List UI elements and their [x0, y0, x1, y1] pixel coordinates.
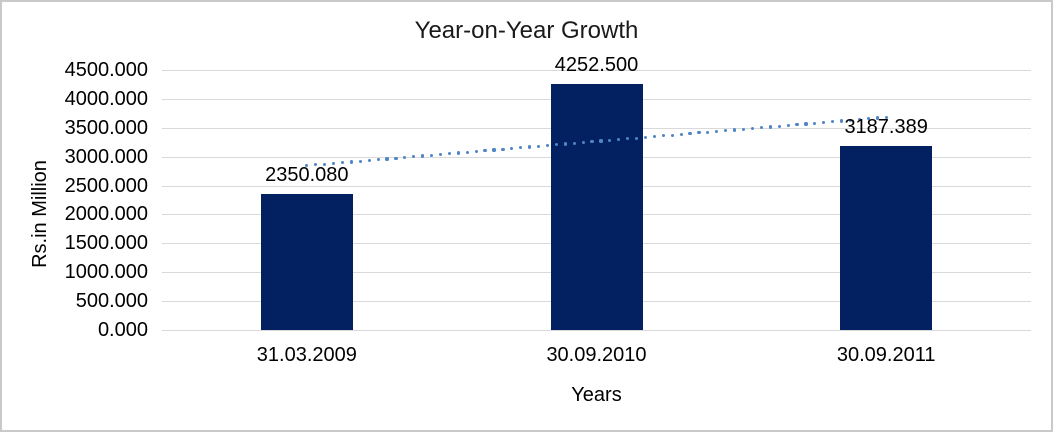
trendline-dot	[545, 143, 550, 148]
y-tick-label: 1000.000	[64, 261, 148, 284]
trendline-dot	[376, 158, 380, 162]
trendline-dot	[804, 122, 808, 126]
trendline-dot	[652, 135, 657, 139]
trendline-dot	[554, 143, 558, 147]
trendline-dot	[385, 157, 389, 161]
trendline-dot	[483, 149, 487, 153]
trendline-dot	[724, 129, 728, 133]
y-tick-label: 4500.000	[64, 59, 148, 81]
y-tick-label: 3000.000	[64, 145, 148, 168]
trendline-dot	[465, 150, 469, 154]
bar-data-label: 3187.389	[844, 115, 928, 138]
bar-data-label: 4252.500	[554, 54, 639, 77]
trendline-dot	[492, 148, 496, 152]
trendline-dot	[519, 146, 523, 150]
trendline-dot	[421, 154, 425, 158]
trendline-dot	[572, 141, 576, 145]
gridline	[162, 70, 1031, 71]
trendline-dot	[679, 132, 683, 136]
trendline-dot	[715, 129, 719, 133]
trendline-dot	[884, 115, 888, 119]
trendline-dot	[643, 135, 648, 139]
bar	[840, 145, 933, 330]
y-tick-label: 500.000	[75, 290, 148, 313]
trendline-dot	[501, 147, 505, 151]
chart-title: Year-on-Year Growth	[414, 17, 639, 44]
trendline-dot	[581, 140, 585, 145]
trendline-dot	[358, 159, 362, 163]
trendline-dot	[750, 126, 755, 130]
trendline-dot	[599, 139, 603, 143]
x-category-label: 30.09.2011	[836, 344, 936, 366]
trendline-dot	[777, 124, 781, 128]
trendline-dot	[536, 144, 541, 148]
trendline-dot	[626, 137, 630, 141]
bar	[260, 194, 353, 330]
trendline-dot	[661, 134, 665, 138]
x-category-label: 31.03.2009	[256, 344, 357, 366]
trendline-dot	[314, 163, 318, 167]
trendline-dot	[305, 164, 309, 168]
trendline-dot	[456, 151, 460, 155]
y-tick-label: 2500.000	[64, 174, 148, 197]
bar-data-label: 2350.080	[265, 164, 349, 187]
y-tick-label: 4000.000	[64, 87, 148, 110]
trendline-dot	[706, 130, 710, 134]
y-tick-label: 1500.000	[64, 232, 148, 255]
trendline-dot	[768, 125, 772, 129]
trendline-dot	[635, 136, 639, 140]
trendline-dot	[510, 146, 514, 151]
trendline-dot	[412, 155, 416, 159]
trendline-dot	[733, 128, 737, 132]
y-tick-label: 3500.000	[64, 116, 148, 139]
trendline-dot	[563, 142, 567, 146]
trendline-dot	[403, 155, 407, 160]
trendline-dot	[697, 131, 701, 135]
trendline-dot	[848, 118, 853, 122]
x-axis-title: Years	[571, 384, 622, 406]
trendline-dot	[759, 126, 763, 130]
trendline-dot	[857, 117, 862, 122]
trendline-dot	[670, 133, 674, 137]
trendline-dot	[349, 160, 353, 164]
bar	[550, 84, 643, 330]
trendline-dot	[430, 153, 434, 157]
trendline-dot	[323, 162, 327, 166]
trendline-dot	[813, 121, 817, 125]
trendline-dot	[786, 123, 790, 128]
trendline-dot	[438, 152, 443, 157]
trendline-dot	[741, 127, 746, 131]
y-tick-label: 0.000	[97, 319, 148, 341]
y-tick-label: 2000.000	[64, 203, 148, 226]
trendline-dot	[528, 145, 532, 149]
trendline-dot	[608, 138, 612, 142]
trendline-dot	[875, 116, 879, 120]
trendline-dot	[822, 120, 826, 125]
trendline-dot	[831, 120, 835, 124]
trendline-dot	[447, 152, 452, 156]
gridline	[162, 330, 1031, 331]
x-category-label: 30.09.2010	[546, 344, 647, 366]
trendline-dot	[840, 119, 844, 123]
trendline-dot	[590, 140, 594, 144]
trendline-dot	[474, 149, 478, 154]
trendline-dot	[617, 137, 621, 142]
trendline-dot	[688, 132, 692, 136]
trendline-dot	[340, 161, 345, 165]
trendline-dot	[367, 158, 371, 163]
trendline-dot	[331, 161, 336, 165]
trendline-dot	[795, 123, 799, 127]
trendline-dot	[394, 156, 398, 160]
trendline-dot	[866, 117, 870, 121]
